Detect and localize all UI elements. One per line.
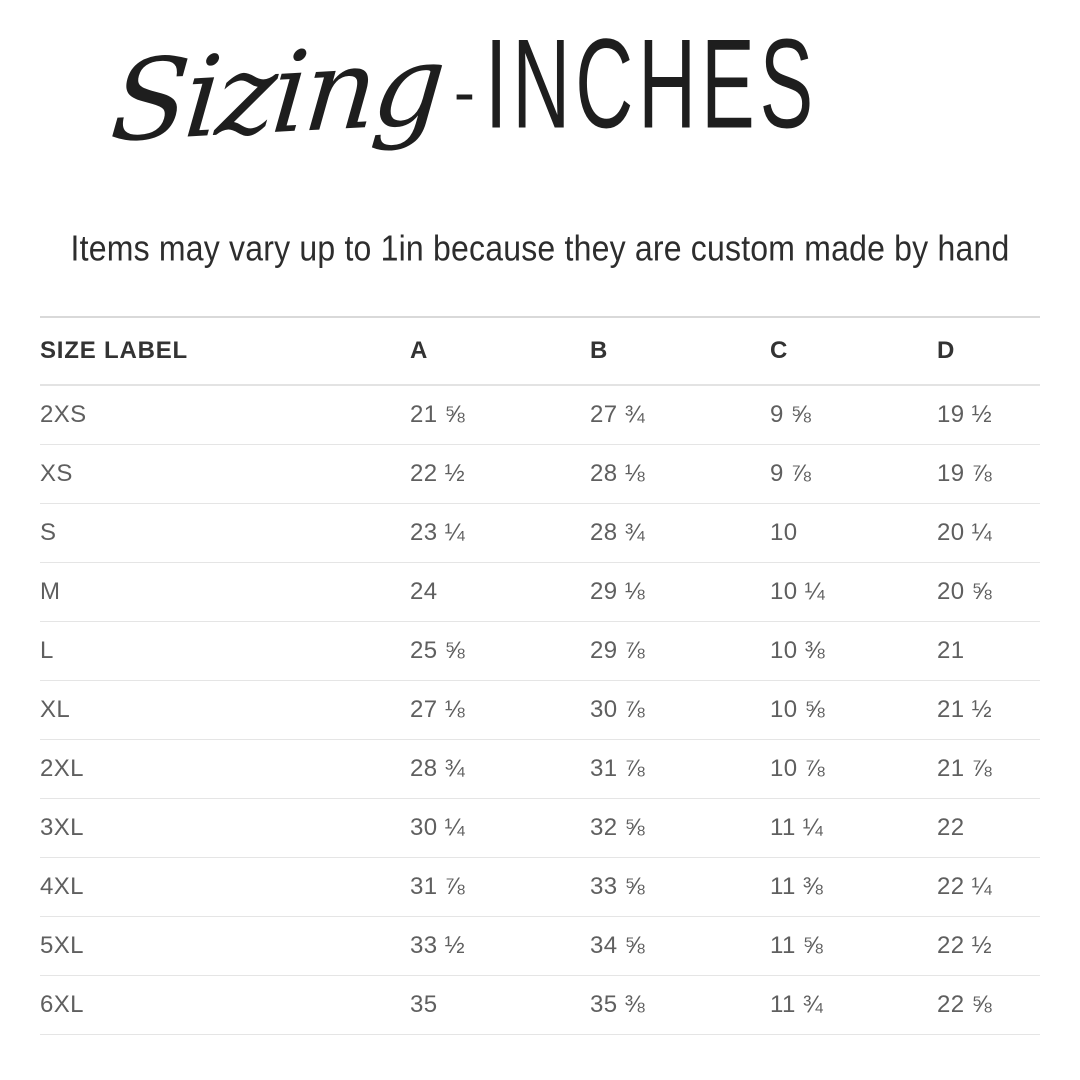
measurement-cell: 25 ⅝ [410, 621, 590, 681]
measurement-cell: 11 ¾ [770, 975, 937, 1035]
measurement-cell: 10 [770, 503, 937, 563]
title-unit-word: INCHES [485, 11, 819, 155]
size-label-cell: 4XL [40, 857, 410, 917]
measurement-cell: 21 ⅞ [937, 739, 1040, 799]
size-label-cell: S [40, 503, 410, 563]
measurement-cell: 28 ¾ [410, 739, 590, 799]
measurement-cell: 29 ⅞ [590, 621, 770, 681]
measurement-cell: 29 ⅛ [590, 562, 770, 622]
header-row: SIZE LABEL A B C D [40, 317, 1040, 386]
table-row: S 23 ¼ 28 ¾ 10 20 ¼ [40, 503, 1040, 563]
measurement-cell: 35 ⅜ [590, 975, 770, 1035]
page-title: Sizing - INCHES [0, 20, 1042, 223]
measurement-cell: 33 ½ [410, 916, 590, 976]
table-row: 2XL 28 ¾ 31 ⅞ 10 ⅞ 21 ⅞ [40, 739, 1040, 799]
measurement-cell: 22 ½ [410, 444, 590, 504]
measurement-cell: 10 ⅞ [770, 739, 937, 799]
measurement-cell: 27 ⅛ [410, 680, 590, 740]
measurement-cell: 33 ⅝ [590, 857, 770, 917]
measurement-cell: 21 [937, 621, 1040, 681]
disclaimer-text: Items may vary up to 1in because they ar… [70, 228, 1010, 269]
table-row: 5XL 33 ½ 34 ⅝ 11 ⅝ 22 ½ [40, 916, 1040, 976]
measurement-cell: 34 ⅝ [590, 916, 770, 976]
measurement-cell: 30 ¼ [410, 798, 590, 858]
size-label-cell: 3XL [40, 798, 410, 858]
measurement-cell: 11 ⅜ [770, 857, 937, 917]
table-row: M 24 29 ⅛ 10 ¼ 20 ⅝ [40, 562, 1040, 622]
table-row: 4XL 31 ⅞ 33 ⅝ 11 ⅜ 22 ¼ [40, 857, 1040, 917]
measurement-cell: 22 ½ [937, 916, 1040, 976]
measurement-cell: 19 ⅞ [937, 444, 1040, 504]
size-label-cell: XL [40, 680, 410, 740]
measurement-cell: 24 [410, 562, 590, 622]
column-header-a: A [410, 317, 590, 386]
size-label-cell: 2XL [40, 739, 410, 799]
measurement-cell: 11 ¼ [770, 798, 937, 858]
table-row: XL 27 ⅛ 30 ⅞ 10 ⅝ 21 ½ [40, 680, 1040, 740]
column-header-d: D [937, 317, 1040, 386]
table-row: L 25 ⅝ 29 ⅞ 10 ⅜ 21 [40, 621, 1040, 681]
measurement-cell: 23 ¼ [410, 503, 590, 563]
measurement-cell: 19 ½ [937, 385, 1040, 445]
measurement-cell: 9 ⅞ [770, 444, 937, 504]
measurement-cell: 10 ⅜ [770, 621, 937, 681]
measurement-cell: 32 ⅝ [590, 798, 770, 858]
measurement-cell: 31 ⅞ [410, 857, 590, 917]
title-hyphen: - [453, 56, 476, 128]
measurement-cell: 21 ⅝ [410, 385, 590, 445]
size-label-cell: M [40, 562, 410, 622]
column-header-c: C [770, 317, 937, 386]
measurement-cell: 9 ⅝ [770, 385, 937, 445]
measurement-cell: 28 ⅛ [590, 444, 770, 504]
measurement-cell: 22 ¼ [937, 857, 1040, 917]
measurement-cell: 27 ¾ [590, 385, 770, 445]
measurement-cell: 22 [937, 798, 1040, 858]
size-label-cell: 5XL [40, 916, 410, 976]
size-label-cell: 6XL [40, 975, 410, 1035]
measurement-cell: 31 ⅞ [590, 739, 770, 799]
column-header-size-label: SIZE LABEL [40, 317, 410, 386]
column-header-b: B [590, 317, 770, 386]
title-script-word: Sizing [105, 20, 447, 168]
measurement-cell: 11 ⅝ [770, 916, 937, 976]
size-label-cell: L [40, 621, 410, 681]
size-label-cell: 2XS [40, 385, 410, 445]
table-row: 6XL 35 35 ⅜ 11 ¾ 22 ⅝ [40, 975, 1040, 1035]
measurement-cell: 28 ¾ [590, 503, 770, 563]
measurement-cell: 22 ⅝ [937, 975, 1040, 1035]
measurement-cell: 20 ⅝ [937, 562, 1040, 622]
measurement-cell: 10 ¼ [770, 562, 937, 622]
size-label-cell: XS [40, 444, 410, 504]
measurement-cell: 35 [410, 975, 590, 1035]
size-table-head: SIZE LABEL A B C D [40, 317, 1040, 386]
table-row: 3XL 30 ¼ 32 ⅝ 11 ¼ 22 [40, 798, 1040, 858]
measurement-cell: 21 ½ [937, 680, 1040, 740]
measurement-cell: 30 ⅞ [590, 680, 770, 740]
measurement-cell: 20 ¼ [937, 503, 1040, 563]
measurement-cell: 10 ⅝ [770, 680, 937, 740]
